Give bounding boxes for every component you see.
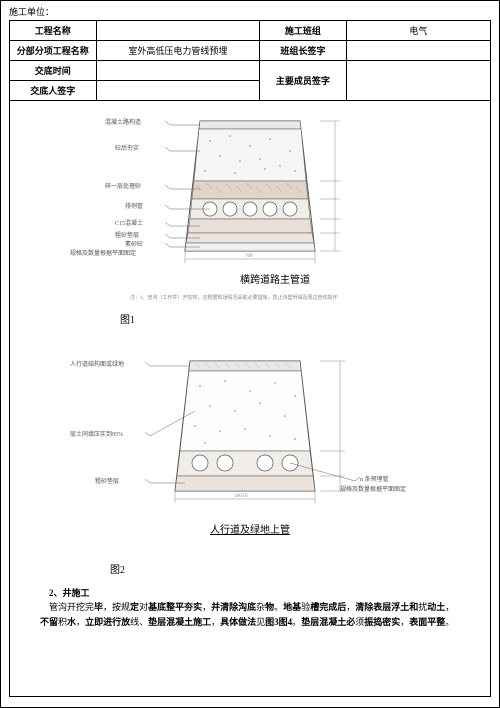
cell-members-sign-label: 主要成员签字 [260,61,347,101]
document-page: 施工单位： 工程名称 施工班组 电气 分部分项工程名称 室外高低压电力管线预埋 … [0,0,500,708]
contractor-line: 施工单位： [1,1,499,20]
dim-width-1: 700 [245,254,253,259]
ann-1-5: 粗砂垫层 [115,230,139,239]
body-text: 2、井施工 管沟开挖完毕，按规定对基底整平夯实，并清除沟底杂物。地基验槽完成后，… [40,586,460,629]
fig-2-label: 图2 [110,561,125,576]
content-area: 700 混凝土路构造 砼后夯实 碎一层处理砂 排例管 C15混凝土 粗砂垫层 素… [9,101,491,697]
ann-1-2: 碎一层处理砂 [105,181,141,190]
info-table: 工程名称 施工班组 电气 分部分项工程名称 室外高低压电力管线预埋 班组长签字 … [9,20,491,101]
table-row: 交底时间 主要成员签字 [10,61,491,81]
ann-2-4: 规格及数量根据平面图定 [340,484,406,493]
diagram-1-caption: 横跨道路主管道 [240,271,310,286]
ann-1-1: 砼后夯实 [115,143,139,152]
cell-leader-sign-value [346,41,490,61]
section-num: 2、井施工 [49,588,90,598]
cell-project-name-value [96,21,260,41]
cell-discloser-sign-value [96,81,260,101]
ann-1-0: 混凝土路构造 [105,117,141,126]
contractor-label: 施工单位： [9,7,54,17]
body-p1: 管沟开挖完毕，按规定对基底整平夯实，并清除沟底杂物。地基验槽完成后，清除表层浮土… [40,600,460,629]
ann-2-3: n 条预埋管 [360,474,389,483]
cell-subproject-label: 分部分项工程名称 [10,41,97,61]
cell-leader-sign-label: 班组长签字 [260,41,347,61]
ann-2-1: 层土同填压实到95% [70,429,123,438]
cell-project-name-label: 工程名称 [10,21,97,41]
ann-1-3: 排例管 [125,201,143,210]
cell-team-value: 电气 [346,21,490,41]
table-row: 分部分项工程名称 室外高低压电力管线预埋 班组长签字 [10,41,491,61]
cell-subproject-value: 室外高低压电力管线预埋 [96,41,260,61]
fig-1-label: 图1 [120,311,135,326]
cell-time-value [96,61,260,81]
ann-2-2: 粗砂垫层 [95,476,119,485]
ann-1-7: 规格及数量根据平面图定 [70,248,136,257]
cell-members-sign-value [346,61,490,101]
cell-discloser-sign-label: 交底人签字 [10,81,97,101]
ann-1-6: 素砂砼 [125,239,143,248]
cell-time-label: 交底时间 [10,61,97,81]
table-row: 工程名称 施工班组 电气 [10,21,491,41]
note-1: 注：1、管沟（工作井）开挖时，应根据现场情况采取必要措施，防止沟壁坍塌及周边管线… [130,294,370,301]
cell-team-label: 施工班组 [260,21,347,41]
diagram-2-caption: 人行道及绿地上管 [210,521,290,536]
ann-2-0: 人行道结构面或绿地 [70,359,124,368]
diagram-2: n#150 [140,351,400,521]
ann-1-4: C15混凝土 [115,218,143,227]
dim-width-2: n#150 [235,494,248,499]
diagram-1: 700 [140,111,360,281]
